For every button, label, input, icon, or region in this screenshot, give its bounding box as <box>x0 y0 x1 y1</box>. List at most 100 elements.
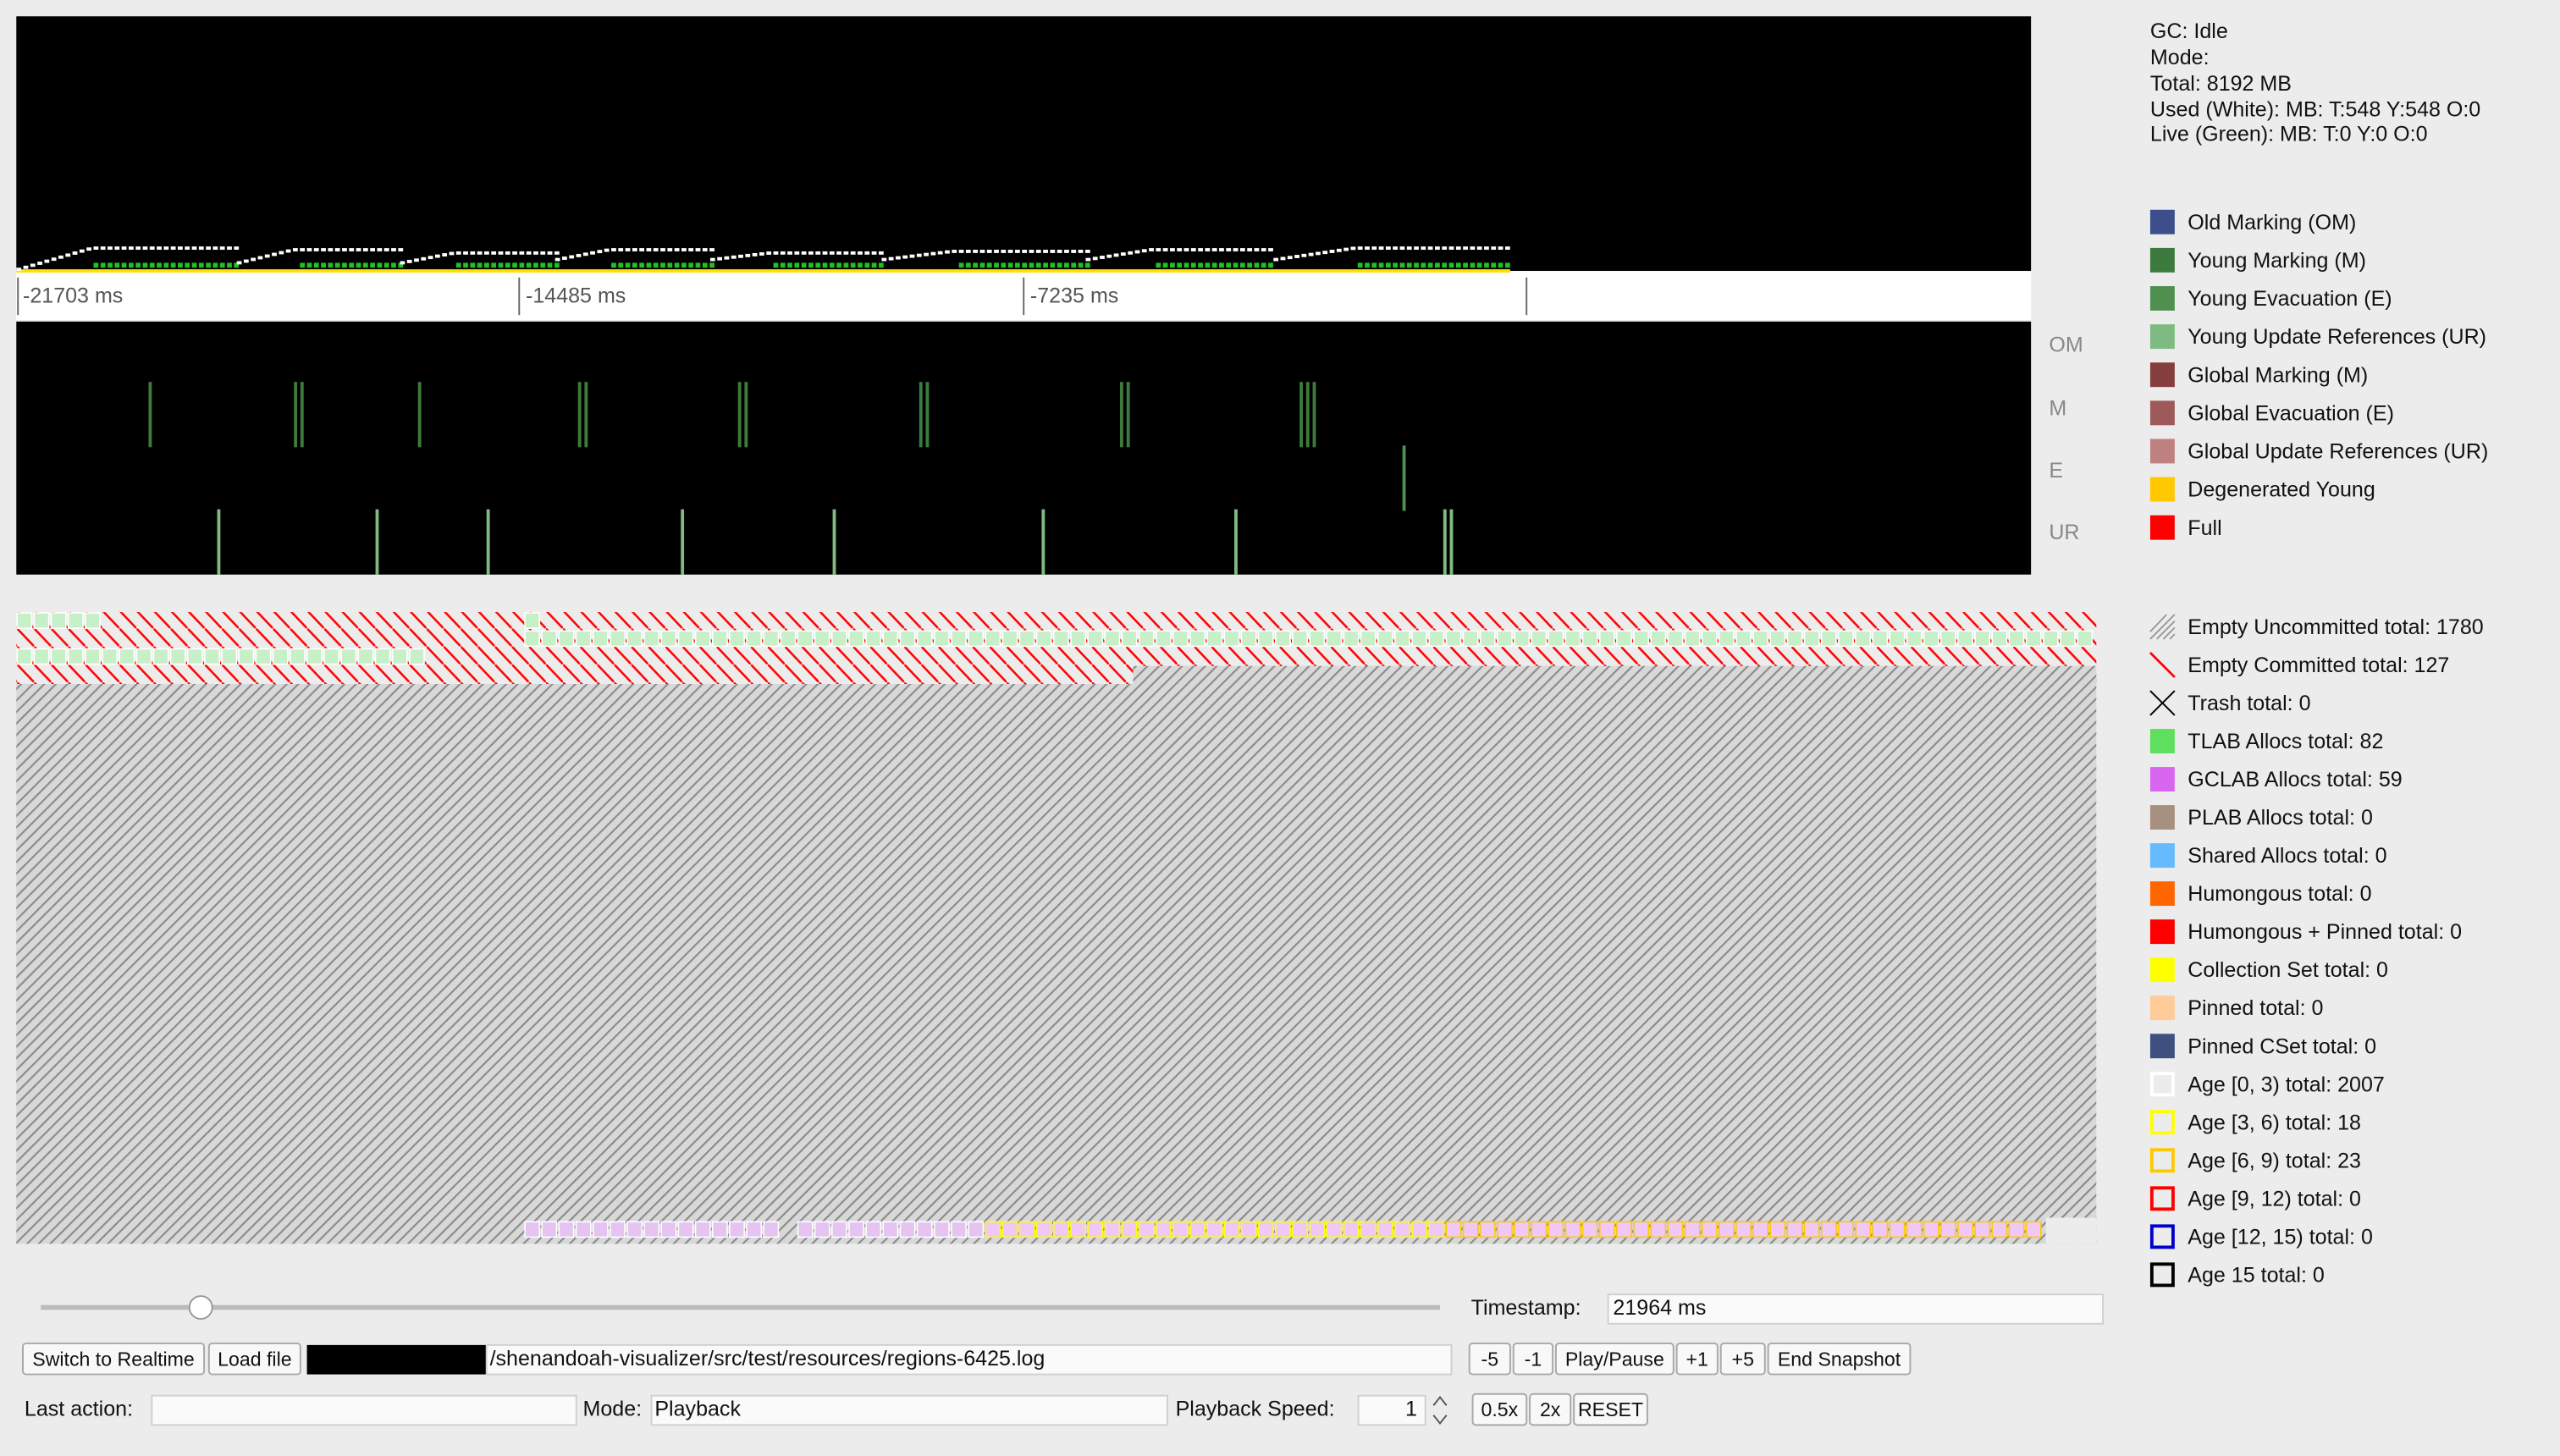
live-dot <box>1035 262 1041 268</box>
button-label[interactable]: Switch to Realtime <box>32 1348 195 1370</box>
region <box>1223 1221 1240 1238</box>
slider-knob[interactable] <box>188 1295 213 1320</box>
live-dot <box>864 262 870 268</box>
live-dot <box>219 262 225 268</box>
button[interactable] <box>22 1342 206 1376</box>
region <box>306 648 323 665</box>
live-dot <box>1268 262 1273 268</box>
region <box>1735 1221 1752 1238</box>
used-dot <box>681 248 687 251</box>
region <box>1616 630 1632 648</box>
button[interactable] <box>1471 1393 1528 1426</box>
update-refs-bar <box>217 509 221 575</box>
region <box>16 612 33 629</box>
button-label[interactable]: -1 <box>1525 1348 1542 1370</box>
button[interactable] <box>1512 1342 1554 1376</box>
last-action-field <box>151 1394 577 1426</box>
used-dot <box>576 253 582 257</box>
region <box>746 1221 763 1238</box>
used-dot <box>198 246 204 251</box>
region <box>1531 630 1548 648</box>
live-dot <box>878 262 884 268</box>
legend-swatch <box>2149 438 2175 464</box>
used-dot <box>519 251 525 255</box>
button-label[interactable]: End Snapshot <box>1778 1348 1901 1370</box>
phase-label: UR <box>2049 521 2079 544</box>
button[interactable] <box>1529 1393 1572 1426</box>
used-dot <box>1399 246 1405 251</box>
used-dot <box>930 251 936 256</box>
used-dot <box>428 256 433 260</box>
region <box>763 1221 780 1238</box>
button-label[interactable]: +1 <box>1686 1348 1708 1370</box>
region <box>865 1221 882 1238</box>
used-dot <box>349 248 355 251</box>
live-dot <box>505 262 510 268</box>
used-dot <box>1421 246 1426 251</box>
timeline-label: -14485 ms <box>526 284 626 308</box>
button-label[interactable]: 0.5x <box>1481 1398 1519 1420</box>
legend-swatch <box>2149 614 2167 632</box>
region <box>694 1221 711 1238</box>
region <box>882 1221 899 1238</box>
region <box>1053 630 1069 648</box>
used-dot <box>1442 246 1448 251</box>
region <box>524 1221 541 1238</box>
legend-label: Young Evacuation (E) <box>2188 287 2392 311</box>
live-dot <box>1211 262 1217 268</box>
used-dot <box>178 246 183 251</box>
region <box>1581 1221 1598 1238</box>
button-label[interactable]: Play/Pause <box>1565 1348 1664 1370</box>
region <box>1940 630 1956 648</box>
used-dot <box>185 246 190 251</box>
speed-spinner[interactable] <box>1432 1396 1448 1425</box>
used-dot <box>442 253 448 256</box>
live-dot <box>836 262 841 268</box>
button-label[interactable]: Load file <box>218 1348 291 1370</box>
legend-swatch <box>2149 1034 2175 1059</box>
used-dot <box>1504 246 1510 251</box>
region <box>1650 630 1667 648</box>
phase-chart <box>16 321 2032 575</box>
used-dot <box>434 254 440 258</box>
region <box>1752 1221 1769 1238</box>
region <box>1598 630 1615 648</box>
used-dot <box>491 251 497 255</box>
region <box>1087 630 1104 648</box>
marking-bar <box>1312 382 1316 448</box>
region <box>1070 1221 1086 1238</box>
legend-swatch <box>2149 1148 2175 1173</box>
live-dot <box>822 262 828 268</box>
marking-bar <box>417 382 422 448</box>
legend-swatch <box>2155 620 2176 640</box>
button-label[interactable]: RESET <box>1578 1398 1643 1420</box>
region <box>933 1221 950 1238</box>
used-dot <box>979 250 985 253</box>
button[interactable] <box>1767 1342 1912 1376</box>
button-label[interactable]: 2x <box>1540 1398 1561 1420</box>
region <box>1462 1221 1479 1238</box>
used-dot <box>334 248 340 251</box>
button[interactable] <box>1675 1342 1719 1376</box>
button[interactable] <box>1554 1342 1674 1376</box>
live-dot <box>170 262 176 268</box>
used-dot <box>1071 250 1077 253</box>
used-dot <box>1406 246 1412 251</box>
region <box>102 648 119 665</box>
used-dot <box>1294 255 1299 258</box>
used-dot <box>163 246 169 251</box>
button[interactable] <box>1573 1393 1648 1426</box>
used-dot <box>1476 246 1482 251</box>
legend-swatch <box>2149 286 2175 311</box>
button[interactable] <box>207 1342 301 1376</box>
used-dot <box>569 255 575 259</box>
button[interactable] <box>1468 1342 1511 1376</box>
used-dot <box>1336 248 1342 252</box>
button-label[interactable]: -5 <box>1481 1348 1499 1370</box>
button[interactable] <box>1719 1342 1766 1376</box>
used-dot <box>1022 250 1028 253</box>
button-label[interactable]: +5 <box>1732 1348 1754 1370</box>
live-dot <box>1170 262 1175 268</box>
region <box>865 630 882 648</box>
live-dot <box>554 262 560 268</box>
